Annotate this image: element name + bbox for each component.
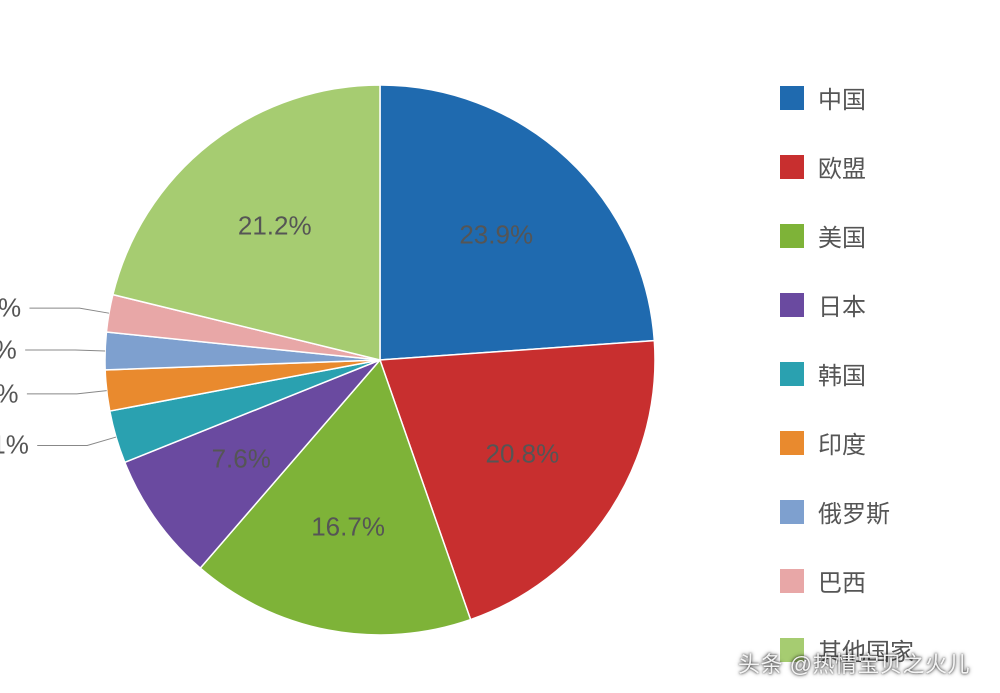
pct-label: 2.2% xyxy=(0,293,21,324)
chart-root: 23.9% 20.8% 16.7% 7.6% 3.1% 2.4% 2.2% 2.2% 21.2%… xyxy=(0,0,1000,693)
legend-label: 中国 xyxy=(818,80,866,115)
legend-item: 中国 xyxy=(780,80,960,115)
legend-item: 巴西 xyxy=(780,563,960,598)
legend-label: 欧盟 xyxy=(818,149,866,184)
legend-color-box xyxy=(780,569,804,593)
legend-item: 美国 xyxy=(780,218,960,253)
leader-line xyxy=(27,391,107,394)
legend-item: 俄罗斯 xyxy=(780,494,960,529)
legend-color-box xyxy=(780,431,804,455)
legend: 中国欧盟美国日本韩国印度俄罗斯巴西其他国家 xyxy=(780,80,960,693)
legend-color-box xyxy=(780,86,804,110)
legend-item: 印度 xyxy=(780,425,960,460)
legend-label: 美国 xyxy=(818,218,866,253)
pct-label: 2.4% xyxy=(0,378,19,409)
legend-label: 巴西 xyxy=(818,563,866,598)
watermark: 头条 @热情宝贝之火儿 xyxy=(738,647,970,679)
legend-label: 印度 xyxy=(818,425,866,460)
legend-item: 日本 xyxy=(780,287,960,322)
legend-color-box xyxy=(780,500,804,524)
legend-color-box xyxy=(780,224,804,248)
pct-label: 3.1% xyxy=(0,430,29,461)
pct-label: 16.7% xyxy=(311,512,385,543)
pct-label: 23.9% xyxy=(459,220,533,251)
leader-line xyxy=(29,308,109,313)
pct-label: 21.2% xyxy=(238,210,312,241)
pct-label: 7.6% xyxy=(212,444,271,475)
legend-color-box xyxy=(780,362,804,386)
legend-label: 韩国 xyxy=(818,356,866,391)
pct-label: 2.2% xyxy=(0,334,17,365)
legend-label: 俄罗斯 xyxy=(818,494,890,529)
legend-item: 韩国 xyxy=(780,356,960,391)
legend-color-box xyxy=(780,293,804,317)
legend-color-box xyxy=(780,155,804,179)
leader-line xyxy=(37,437,116,445)
legend-label: 日本 xyxy=(818,287,866,322)
pct-label: 20.8% xyxy=(486,438,560,469)
leader-line xyxy=(25,350,105,351)
legend-item: 欧盟 xyxy=(780,149,960,184)
